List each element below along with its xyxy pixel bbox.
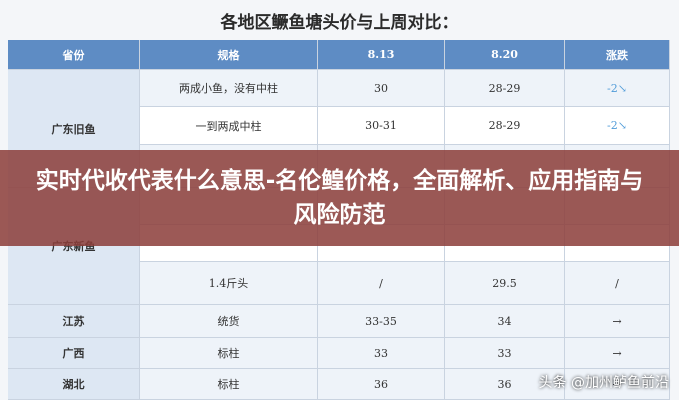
banner-text: 实时代收代表什么意思-名伦鳇价格，全面解析、应用指南与风险防范: [35, 168, 644, 228]
table-cell: 33: [445, 338, 565, 369]
table-cell: 33-35: [318, 305, 445, 338]
table-cell: 标柱: [140, 338, 318, 369]
table-cell: 30-31: [318, 107, 445, 145]
header-cell: 涨跌: [565, 40, 670, 70]
table-cell: 33: [318, 338, 445, 369]
watermark: 头条 @加州鲈鱼前沿: [538, 375, 669, 391]
table-cell: 两成小鱼，没有中柱: [140, 70, 318, 107]
table-cell: 29.5: [445, 262, 565, 305]
table-cell: -2↘: [565, 70, 670, 107]
table-cell: /: [565, 262, 670, 305]
table-cell: 统货: [140, 305, 318, 338]
table-cell: 28-29: [445, 107, 565, 145]
header-cell: 省份: [8, 40, 140, 70]
header-cell: 8.20: [445, 40, 565, 70]
province-cell: 湖北: [8, 369, 140, 400]
overlay-banner: 实时代收代表什么意思-名伦鳇价格，全面解析、应用指南与风险防范: [0, 150, 679, 246]
table-cell: 30: [318, 70, 445, 107]
province-cell: 广西: [8, 338, 140, 369]
table-cell: →: [565, 305, 670, 338]
table-cell: 1.4斤头: [140, 262, 318, 305]
header-cell: 规格: [140, 40, 318, 70]
table-cell: 34: [445, 305, 565, 338]
table-cell: 36: [445, 369, 565, 400]
table-cell: 28-29: [445, 70, 565, 107]
table-title: 各地区鳜鱼塘头价与上周对比：: [220, 13, 459, 33]
table-cell: 一到两成中柱: [140, 107, 318, 145]
table-cell: →: [565, 338, 670, 369]
header-cell: 8.13: [318, 40, 445, 70]
table-cell: 36: [318, 369, 445, 400]
province-cell: 江苏: [8, 305, 140, 338]
table-cell: /: [318, 262, 445, 305]
table-cell: 标柱: [140, 369, 318, 400]
table-cell: -2↘: [565, 107, 670, 145]
